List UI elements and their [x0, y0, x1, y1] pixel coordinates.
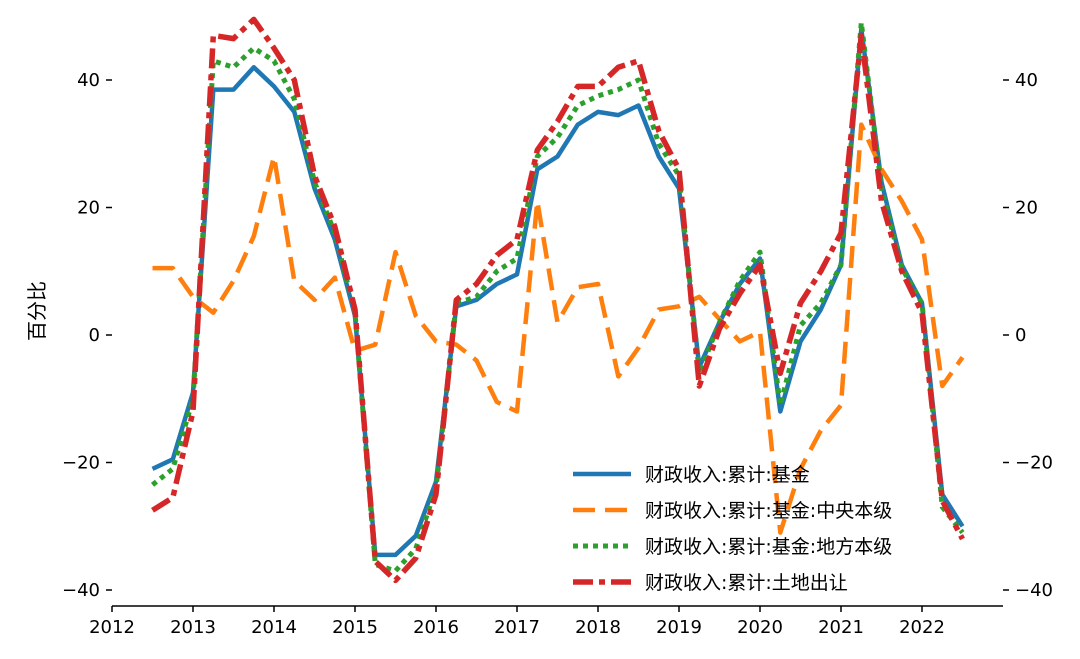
y-tick-label-left: 0: [89, 325, 100, 346]
y-tick-label-right: −40: [1015, 580, 1053, 601]
y-tick-label-right: 0: [1015, 325, 1026, 346]
y-tick-label-left: 40: [77, 70, 100, 91]
y-tick-label-left: 20: [77, 198, 100, 219]
x-tick-label: 2020: [737, 617, 783, 638]
series-line-3: [150, 20, 965, 574]
axes-group: 2012 2013 2014 2015 2016 2017 2018 2019 2020 2021…: [25, 70, 1053, 638]
legend: 财政收入:累计:基金财政收入:累计:基金:中央本级财政收入:累计:基金:地方本级…: [573, 464, 892, 594]
x-ticks: 2012 2013 2014 2015 2016 2017 2018 2019 2020 2021…: [89, 606, 945, 638]
x-tick-label: 2015: [332, 617, 378, 638]
series-line-2: [152, 122, 965, 535]
y-tick-label-left: −20: [62, 453, 100, 474]
series-line-4: [151, 16, 965, 584]
series-line-1: [151, 26, 965, 558]
legend-label-3: 财政收入:累计:基金:地方本级: [645, 536, 892, 558]
y-tick-label-left: −40: [62, 580, 100, 601]
x-tick-label: 2014: [251, 617, 297, 638]
x-tick-label: 2019: [656, 617, 702, 638]
y-tick-label-right: −20: [1015, 453, 1053, 474]
x-tick-label: 2012: [89, 617, 135, 638]
plot-series-group: [150, 16, 965, 584]
x-tick-label: 2017: [494, 617, 540, 638]
legend-label-4: 财政收入:累计:土地出让: [645, 572, 848, 594]
y-axis-label: 百分比: [25, 281, 49, 341]
y-tick-label-right: 20: [1015, 198, 1038, 219]
y-tick-label-right: 40: [1015, 70, 1038, 91]
x-tick-label: 2022: [899, 617, 945, 638]
legend-label-2: 财政收入:累计:基金:中央本级: [645, 500, 892, 522]
x-tick-label: 2018: [575, 617, 621, 638]
x-tick-label: 2016: [413, 617, 459, 638]
x-tick-label: 2013: [170, 617, 216, 638]
x-tick-label: 2021: [818, 617, 864, 638]
legend-label-1: 财政收入:累计:基金: [645, 464, 810, 486]
y-ticks-right: −40 −20 0 20 40: [1003, 70, 1053, 601]
y-ticks-left: −40 −20 0 20 40: [62, 70, 112, 601]
